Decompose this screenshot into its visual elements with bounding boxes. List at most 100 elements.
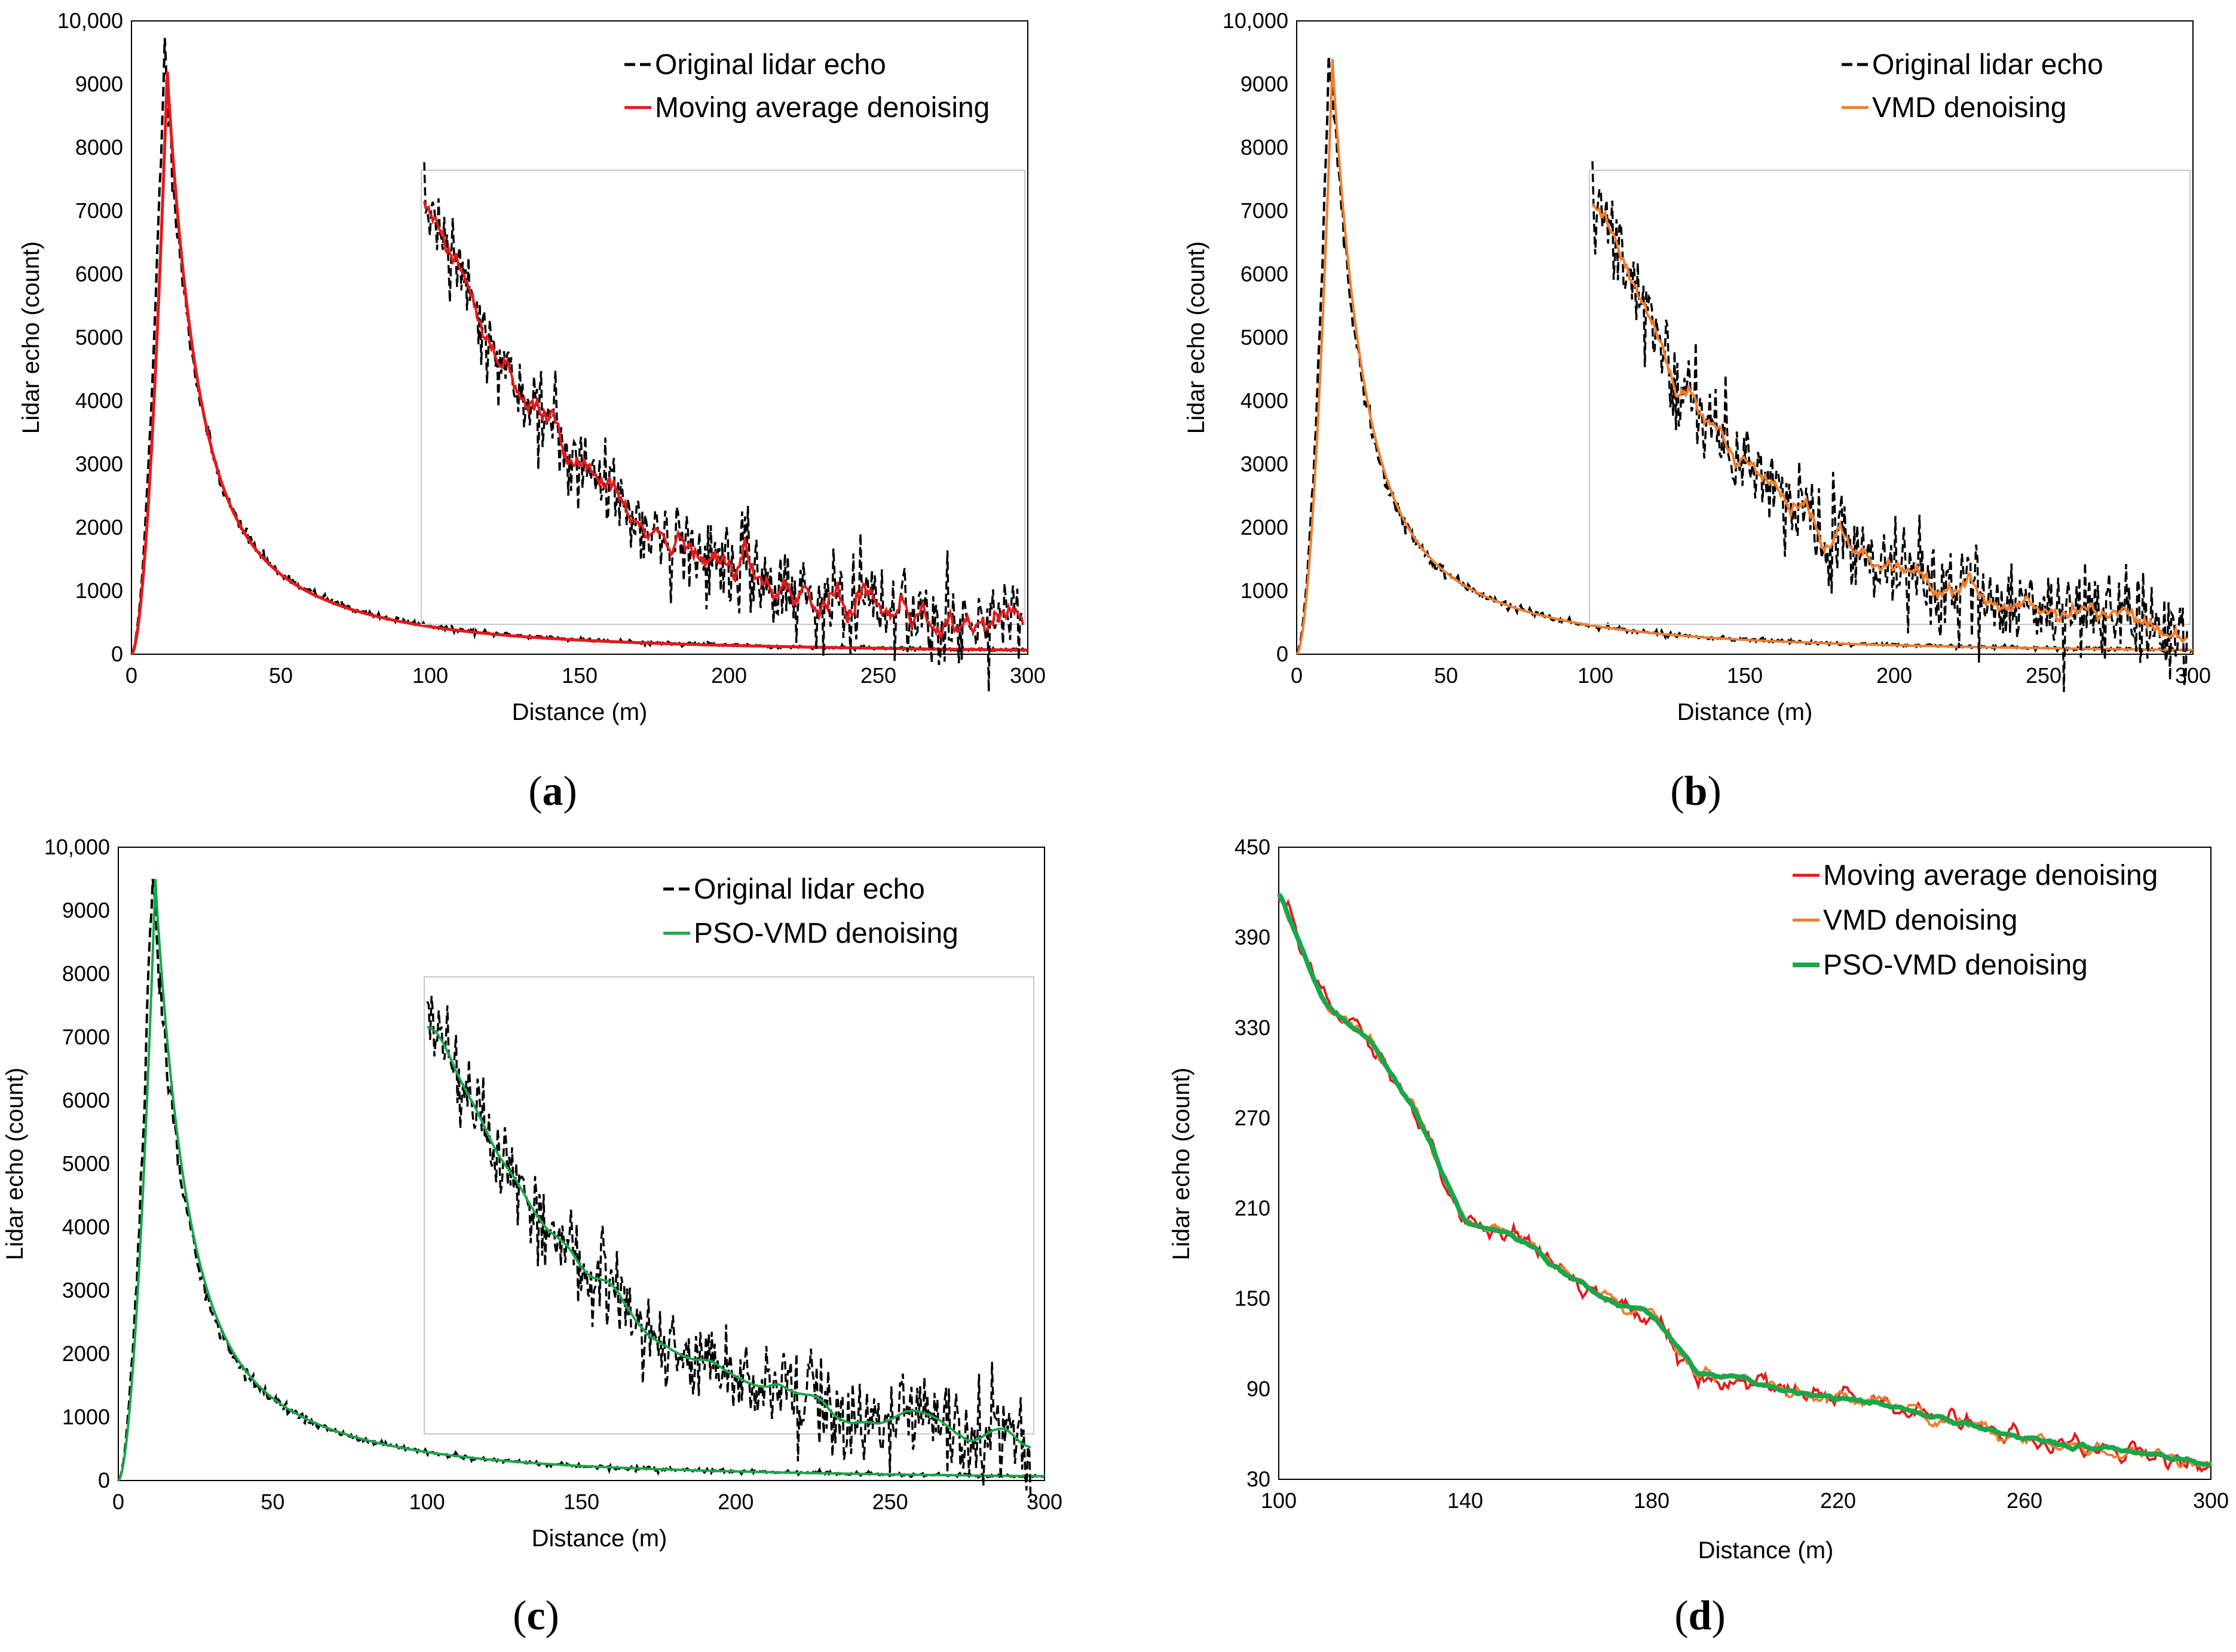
y-tick-label: 6000 <box>62 1088 110 1112</box>
legend: Original lidar echo Moving average denoi… <box>624 49 990 124</box>
x-tick-label: 0 <box>125 663 137 688</box>
y-axis-label: Lidar echo (count) <box>2 1068 28 1260</box>
x-tick-label: 150 <box>1727 663 1763 688</box>
y-tick-labels: 0 1000 2000 3000 4000 5000 6000 7000 8000 9000 10,… <box>44 835 110 1492</box>
caption-c: (c) <box>513 1593 559 1639</box>
y-tick-labels: 0 1000 2000 3000 4000 5000 6000 7000 8000 9000 10,… <box>1223 8 1288 666</box>
legend-label-pso-vmd: PSO-VMD denoising <box>694 918 958 949</box>
x-tick-labels: 0 50 100 150 200 250 300 <box>112 1489 1062 1514</box>
y-axis-label: Lidar echo (count) <box>1183 241 1209 434</box>
series-moving-average <box>1279 898 2211 1471</box>
y-axis-label: Lidar echo (count) <box>1168 1068 1194 1260</box>
y-tick-label: 4000 <box>62 1215 110 1239</box>
y-tick-label: 150 <box>1235 1286 1270 1311</box>
y-tick-labels: 30 90 150 210 270 330 390 450 <box>1235 835 1270 1491</box>
caption-a: (a) <box>528 768 577 814</box>
x-axis-label: Distance (m) <box>1677 699 1813 725</box>
panel-d: 30 90 150 210 270 330 390 450 100 140 180 220 260 30… <box>1168 835 2229 1639</box>
y-tick-label: 0 <box>111 642 123 666</box>
legend: Original lidar echo VMD denoising <box>1842 49 2103 124</box>
y-tick-label: 6000 <box>75 262 123 286</box>
y-tick-label: 2000 <box>1240 515 1288 540</box>
y-tick-label: 90 <box>1246 1377 1270 1401</box>
series-marks <box>131 38 1028 655</box>
y-tick-label: 7000 <box>62 1025 110 1049</box>
x-tick-label: 300 <box>2175 663 2211 688</box>
x-tick-label: 50 <box>269 663 293 688</box>
y-tick-label: 0 <box>98 1468 110 1492</box>
legend-label-original: Original lidar echo <box>694 873 925 905</box>
y-tick-label: 1000 <box>75 578 123 603</box>
y-tick-label: 9000 <box>75 72 123 96</box>
y-tick-label: 5000 <box>62 1151 110 1176</box>
x-tick-label: 300 <box>2193 1488 2229 1513</box>
y-tick-label: 390 <box>1235 925 1270 949</box>
legend-label-vmd: VMD denoising <box>1823 905 2018 936</box>
x-axis-label: Distance (m) <box>512 699 648 725</box>
y-tick-label: 5000 <box>75 325 123 350</box>
x-tick-label: 260 <box>2007 1488 2042 1513</box>
x-tick-label: 0 <box>1291 663 1303 688</box>
y-tick-label: 450 <box>1235 835 1270 859</box>
inset-series-denoised <box>1592 205 2187 642</box>
x-tick-label: 100 <box>1261 1488 1297 1513</box>
series-moving-average-denoising <box>131 72 1028 654</box>
y-tick-label: 9000 <box>1240 72 1288 96</box>
x-axis-label: Distance (m) <box>1698 1537 1834 1564</box>
y-tick-label: 1000 <box>62 1405 110 1429</box>
x-tick-label: 140 <box>1447 1488 1483 1513</box>
series-marks <box>118 879 1045 1481</box>
legend-label-moving-average: Moving average denoising <box>1823 860 2158 891</box>
y-tick-label: 10,000 <box>1223 8 1288 33</box>
y-tick-label: 3000 <box>75 452 123 476</box>
x-tick-label: 250 <box>860 663 896 688</box>
x-tick-label: 200 <box>711 663 747 688</box>
x-tick-labels: 100 140 180 220 260 300 <box>1261 1488 2229 1513</box>
y-tick-label: 30 <box>1246 1467 1270 1491</box>
inset-series-marks <box>427 996 1031 1503</box>
y-tick-label: 8000 <box>62 961 110 986</box>
series-vmd-denoising <box>1297 59 2193 654</box>
x-tick-label: 100 <box>412 663 448 688</box>
series-pso-vmd-denoising <box>118 879 1045 1481</box>
x-tick-label: 150 <box>562 663 598 688</box>
inset-series-original <box>427 996 1031 1503</box>
panel-c: 010002000300040005000600070008000900010,… <box>2 835 1062 1639</box>
x-tick-label: 100 <box>409 1489 445 1514</box>
x-tick-label: 150 <box>563 1489 599 1514</box>
legend-label-original: Original lidar echo <box>1872 49 2103 81</box>
y-tick-label: 270 <box>1235 1105 1270 1130</box>
inset-series-original <box>1592 161 2187 692</box>
y-tick-label: 9000 <box>62 898 110 922</box>
x-tick-label: 220 <box>1820 1488 1856 1513</box>
caption-b: (b) <box>1670 768 1722 814</box>
panel-b: 010002000300040005000600070008000900010,… <box>1183 8 2211 814</box>
y-tick-labels: 0 1000 2000 3000 4000 5000 6000 7000 8000 9000 10,… <box>57 8 123 666</box>
y-tick-label: 5000 <box>1240 325 1288 350</box>
legend-label-vmd: VMD denoising <box>1872 92 2067 124</box>
x-tick-label: 200 <box>718 1489 753 1514</box>
x-tick-label: 50 <box>1434 663 1458 688</box>
inset-series-original <box>424 163 1023 692</box>
x-tick-labels: 0 50 100 150 200 250 300 <box>1291 663 2211 688</box>
x-tick-labels: 0 50 100 150 200 250 300 <box>125 663 1046 688</box>
y-tick-label: 7000 <box>75 198 123 223</box>
y-axis-label: Lidar echo (count) <box>18 241 44 434</box>
legend-label-pso-vmd: PSO-VMD denoising <box>1823 949 2088 981</box>
y-tick-label: 4000 <box>75 388 123 413</box>
inset-series-marks <box>424 163 1023 692</box>
x-tick-label: 180 <box>1634 1488 1670 1513</box>
y-tick-label: 8000 <box>75 135 123 160</box>
inset <box>421 163 1025 692</box>
legend: Moving average denoising VMD denoising P… <box>1793 860 2158 981</box>
x-axis-label: Distance (m) <box>532 1525 667 1552</box>
legend-label-original: Original lidar echo <box>655 49 886 81</box>
y-tick-label: 4000 <box>1240 388 1288 413</box>
x-tick-label: 0 <box>112 1489 124 1514</box>
x-tick-label: 250 <box>2026 663 2062 688</box>
x-tick-label: 250 <box>872 1489 908 1514</box>
panel-a: 010002000300040005000600070008000900010,… <box>18 8 1046 814</box>
series-original-lidar-echo <box>118 879 1045 1481</box>
inset <box>424 977 1034 1503</box>
y-tick-label: 1000 <box>1240 578 1288 603</box>
